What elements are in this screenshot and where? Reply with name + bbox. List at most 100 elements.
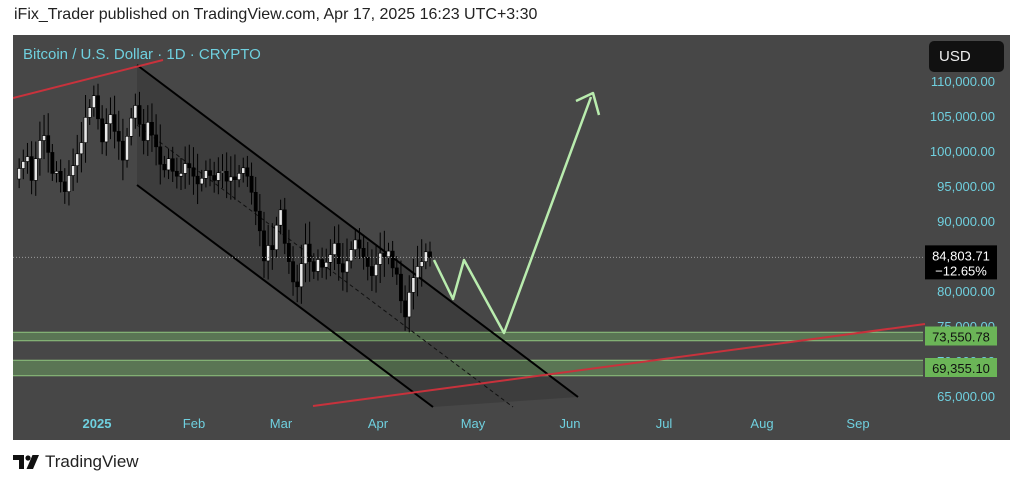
candle[interactable] [245, 155, 250, 187]
candle[interactable] [233, 154, 237, 200]
candle[interactable] [328, 239, 333, 277]
candle[interactable] [270, 223, 275, 270]
candle[interactable] [195, 153, 200, 205]
candle[interactable] [150, 103, 154, 152]
channel-upper-line[interactable] [136, 64, 579, 398]
candle[interactable] [79, 121, 84, 173]
candle[interactable] [125, 127, 129, 168]
candle[interactable] [224, 152, 229, 199]
candle[interactable] [324, 248, 329, 280]
support-trendline[interactable] [312, 323, 926, 407]
currency-button[interactable]: USD [929, 41, 1004, 72]
candle[interactable] [166, 148, 171, 180]
candle[interactable] [17, 158, 22, 189]
candle[interactable] [37, 121, 42, 176]
candle[interactable] [137, 91, 142, 137]
candle[interactable] [257, 194, 262, 247]
candle[interactable] [62, 168, 67, 204]
candle[interactable] [33, 141, 38, 196]
candle[interactable] [369, 249, 374, 292]
candle[interactable] [228, 156, 233, 200]
candle[interactable] [25, 142, 30, 174]
candle[interactable] [108, 97, 113, 140]
candle[interactable] [116, 110, 121, 160]
candle[interactable] [162, 155, 167, 178]
candle[interactable] [96, 83, 100, 130]
candle[interactable] [237, 165, 242, 188]
candle[interactable] [419, 239, 424, 287]
projection-path[interactable] [432, 96, 593, 335]
candle[interactable] [357, 228, 362, 260]
candle[interactable] [104, 108, 109, 156]
price-chart[interactable]: 65,000.0070,000.0075,000.0080,000.0085,0… [13, 35, 1010, 440]
candle[interactable] [46, 113, 51, 173]
candle[interactable] [141, 109, 146, 155]
candle[interactable] [378, 232, 383, 283]
candle[interactable] [295, 264, 300, 303]
chart-area[interactable]: 65,000.0070,000.0075,000.0080,000.0085,0… [13, 35, 1010, 440]
candle[interactable] [386, 242, 391, 265]
candle[interactable] [361, 234, 366, 270]
candle[interactable] [411, 258, 416, 310]
candle[interactable] [145, 105, 150, 156]
candle[interactable] [42, 114, 46, 160]
candle[interactable] [249, 162, 254, 205]
candle[interactable] [208, 158, 212, 187]
candle[interactable] [187, 144, 192, 185]
footer-brand[interactable]: TradingView [13, 452, 139, 472]
candle[interactable] [374, 245, 378, 293]
candle[interactable] [403, 285, 408, 331]
candle[interactable] [415, 245, 420, 297]
candle[interactable] [320, 247, 325, 278]
candle[interactable] [353, 229, 358, 259]
candle[interactable] [316, 249, 320, 281]
candle[interactable] [67, 160, 71, 206]
candle[interactable] [179, 158, 183, 191]
candle[interactable] [100, 105, 105, 155]
candle[interactable] [241, 157, 246, 183]
candle[interactable] [303, 223, 308, 283]
candle[interactable] [278, 199, 283, 235]
candle[interactable] [299, 244, 304, 304]
candle[interactable] [286, 229, 291, 274]
channel-lower-line[interactable] [136, 184, 434, 408]
candle[interactable] [262, 211, 266, 278]
candle[interactable] [75, 134, 80, 183]
candle[interactable] [390, 240, 395, 278]
candle[interactable] [158, 124, 163, 185]
candle[interactable] [382, 230, 387, 277]
candle[interactable] [428, 241, 432, 267]
candle[interactable] [349, 241, 354, 269]
candle[interactable] [407, 275, 412, 333]
candle[interactable] [307, 221, 312, 282]
candle[interactable] [21, 149, 26, 180]
candle[interactable] [340, 243, 345, 291]
candle[interactable] [133, 93, 138, 129]
candle[interactable] [336, 224, 341, 281]
candle[interactable] [220, 154, 225, 189]
support-zone-1[interactable] [13, 332, 923, 341]
candle[interactable] [423, 243, 428, 270]
candle[interactable] [345, 238, 349, 293]
candle[interactable] [332, 226, 337, 271]
candle[interactable] [112, 95, 117, 149]
candle[interactable] [170, 146, 175, 183]
candle[interactable] [199, 169, 204, 192]
candle[interactable] [216, 157, 221, 195]
candle[interactable] [291, 246, 295, 296]
candle[interactable] [87, 99, 92, 125]
candle[interactable] [253, 176, 258, 226]
candle[interactable] [71, 148, 76, 191]
candle[interactable] [174, 157, 179, 189]
candle[interactable] [58, 159, 63, 193]
resistance-trendline[interactable] [13, 59, 164, 99]
candle[interactable] [399, 260, 403, 314]
candle[interactable] [50, 144, 55, 181]
support-zone-2[interactable] [13, 360, 923, 376]
candle[interactable] [83, 95, 88, 163]
candle[interactable] [266, 224, 271, 280]
candle[interactable] [91, 85, 96, 117]
candle[interactable] [121, 118, 125, 181]
candle[interactable] [282, 197, 287, 255]
candle[interactable] [204, 160, 208, 188]
